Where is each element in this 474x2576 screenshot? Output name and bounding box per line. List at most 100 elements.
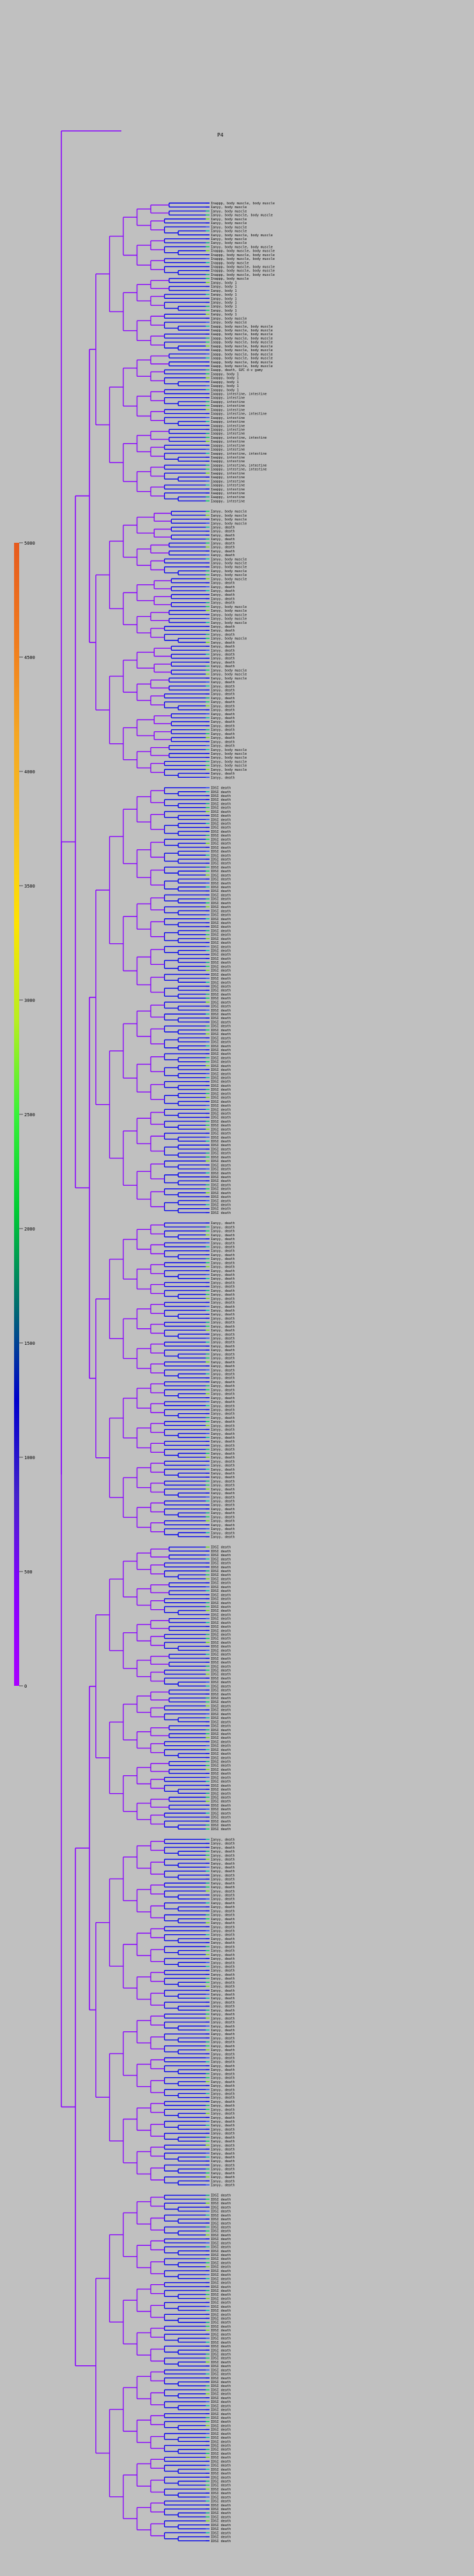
leaf-label: IDSI death	[211, 2282, 231, 2285]
leaf-label: Ianyy, death	[211, 1333, 234, 1337]
leaf-label: Ianpy, body 1	[211, 281, 237, 285]
tree-branches	[61, 130, 206, 2542]
leaf-label: IDSI death	[211, 2536, 231, 2540]
leaf-label: IDSI death	[211, 1716, 231, 1720]
leaf-label: Ianyy, death	[211, 2021, 234, 2025]
leaf-label: Ianyy, death	[211, 534, 234, 538]
leaf-label: IDSI death	[211, 2261, 231, 2265]
leaf-label: Ianyy, death	[211, 685, 234, 688]
leaf-label: IDSI death	[211, 1653, 231, 1657]
leaf-label: IDSI death	[211, 2198, 231, 2202]
leaf-label: Ianyy, death	[211, 1397, 234, 1400]
leaf-label: Ianpy, body 1	[211, 297, 237, 301]
leaf-label: Ianyy, death	[211, 2001, 234, 2004]
leaf-label: Ianyy, death	[211, 1381, 234, 1384]
leaf-label: Ianyy, death	[211, 1941, 234, 1945]
scale-tick-label: 3000	[24, 998, 35, 1003]
leaf-label: IDSI death	[211, 1550, 231, 1554]
leaf-label: IDSI death	[211, 1036, 231, 1040]
leaf-label: IDSI death	[211, 2329, 231, 2333]
leaf-label: Ianyy, death	[211, 1520, 234, 1524]
leaf-label: IDSI death	[211, 1649, 231, 1653]
leaf-label: Ianyy, body muscle	[211, 637, 247, 641]
leaf-label: IDSI death	[211, 846, 231, 850]
leaf-label: IDSI death	[211, 854, 231, 858]
leaf-label: Ianyy, body muscle, body muscle	[211, 234, 273, 238]
leaf-label: IDSI death	[211, 1124, 231, 1128]
leaf-label: IDSI death	[211, 1148, 231, 1151]
leaf-label: Ianyy, death	[211, 2084, 234, 2088]
leaf-label: Ianyy, death	[211, 2080, 234, 2084]
leaf-label: IDSI death	[211, 1088, 231, 1092]
leaf-label: IDSI death	[211, 2349, 231, 2352]
leaf-label: Ianyy, death	[211, 1388, 234, 1392]
leaf-label: IDSI death	[211, 1618, 231, 1621]
leaf-label: IDSI death	[211, 1736, 231, 1740]
leaf-label: Ianyy, death	[211, 2068, 234, 2072]
leaf-label: Iaapp, body muscle, body muscle	[211, 337, 273, 340]
leaf-label: Ianyy, death	[211, 1448, 234, 1452]
leaf-label: IDSI death	[211, 2373, 231, 2377]
leaf-label: Inappp, body muscle, body muscle	[211, 257, 275, 261]
leaf-label: Ianyy, death	[211, 1313, 234, 1317]
leaf-label: Iaappy, intestine, intestine	[211, 413, 266, 416]
leaf-label: IDSI death	[211, 898, 231, 902]
leaf-label: Ianyy, death	[211, 633, 234, 637]
leaf-label: Iaappy, intestine, intestine	[211, 393, 266, 397]
leaf-label: Iaappy, body 1	[211, 381, 239, 384]
leaf-label: IDSI death	[211, 1756, 231, 1760]
leaf-label: IDSI death	[211, 893, 231, 897]
leaf-label: Ianyy, death	[211, 1436, 234, 1440]
leaf-label: Ianyy, death	[211, 582, 234, 586]
leaf-label: IDSI death	[211, 1049, 231, 1052]
leaf-label: IDSI death	[211, 997, 231, 1001]
leaf-label: IDSI death	[211, 2520, 231, 2524]
leaf-label: Iaappy, intestine, intestine	[211, 468, 266, 472]
leaf-label: Ianyy, death	[211, 1957, 234, 1961]
leaf-label: Ianyy, death	[211, 1400, 234, 1404]
leaf-label: Ianyy, death	[211, 1878, 234, 1882]
leaf-label: Ianyy, death	[211, 1981, 234, 1985]
leaf-label: IDSI death	[211, 1673, 231, 1677]
tree-leaves: Inappp, body muscle, body muscle Ianyy, b…	[206, 202, 275, 2543]
leaf-label: IDSI death	[211, 1064, 231, 1068]
leaf-label: IDSI death	[211, 1104, 231, 1108]
leaf-label: Ianyy, body muscle	[211, 230, 247, 234]
leaf-label: IDSI death	[211, 2321, 231, 2325]
leaf-label: Ianyy, death	[211, 1452, 234, 1456]
leaf-label: IDSI death	[211, 1828, 231, 1831]
leaf-label: IDSI death	[211, 2524, 231, 2527]
leaf-label: Iaapp, body muscle, body muscle	[211, 349, 273, 352]
leaf-label: IDSI death	[211, 2254, 231, 2257]
leaf-label: Ianyy, body muscle	[211, 522, 247, 526]
leaf-label: Ianyy, death	[211, 1416, 234, 1420]
leaf-label: IDSI death	[211, 2210, 231, 2214]
leaf-label: Ianyy, death	[211, 2005, 234, 2009]
leaf-label: IDSI death	[211, 2381, 231, 2384]
leaf-label: IDSI death	[211, 2234, 231, 2238]
leaf-label: Ianyy, death	[211, 645, 234, 649]
leaf-label: IDSI death	[211, 1112, 231, 1116]
leaf-label: IDSI death	[211, 902, 231, 905]
leaf-label: Ianyy, death	[211, 1293, 234, 1297]
leaf-label: Iaappy, intestine	[211, 404, 245, 408]
leaf-label: Ianyy, death	[211, 1508, 234, 1512]
leaf-label: IDSI death	[211, 921, 231, 925]
leaf-label: Ianyy, death	[211, 704, 234, 708]
leaf-label: Ianyy, death	[211, 716, 234, 720]
leaf-label: IDSI death	[211, 1713, 231, 1716]
leaf-label: IDSI death	[211, 1573, 231, 1577]
leaf-label: Ianyy, death	[211, 530, 234, 534]
leaf-label: Inappp, body muscle, body muscle	[211, 266, 275, 269]
leaf-label: IDSI death	[211, 2468, 231, 2472]
leaf-label: Ianpy, body 1	[211, 289, 237, 293]
leaf-label: Iaapp, body muscle, body muscle	[211, 333, 273, 337]
leaf-label: Ianyy, death	[211, 2025, 234, 2029]
leaf-label: Ianyy, death	[211, 1301, 234, 1305]
leaf-label: Ianyy, death	[211, 2116, 234, 2120]
leaf-label: Ianyy, death	[211, 1496, 234, 1499]
leaf-label: IDSI death	[211, 798, 231, 802]
leaf-label: IDSI death	[211, 1681, 231, 1685]
leaf-label: Ianyy, death	[211, 1432, 234, 1436]
leaf-label: IDSI death	[211, 1570, 231, 1573]
